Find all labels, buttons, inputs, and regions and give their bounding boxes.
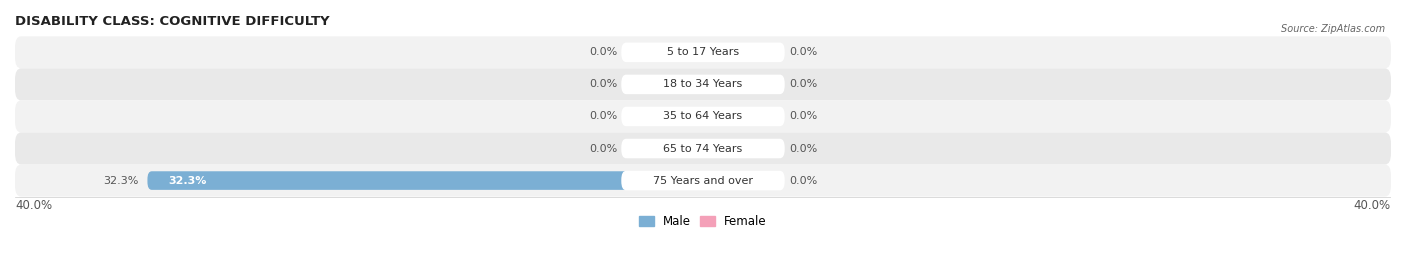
Text: 5 to 17 Years: 5 to 17 Years (666, 47, 740, 57)
Text: 0.0%: 0.0% (589, 79, 617, 89)
Text: 0.0%: 0.0% (589, 111, 617, 122)
FancyBboxPatch shape (703, 75, 780, 94)
Text: 0.0%: 0.0% (789, 79, 817, 89)
FancyBboxPatch shape (626, 139, 703, 158)
Text: Source: ZipAtlas.com: Source: ZipAtlas.com (1281, 24, 1385, 34)
Text: 75 Years and over: 75 Years and over (652, 176, 754, 186)
Text: 32.3%: 32.3% (104, 176, 139, 186)
Text: 0.0%: 0.0% (789, 176, 817, 186)
FancyBboxPatch shape (15, 100, 1391, 133)
FancyBboxPatch shape (15, 68, 1391, 100)
FancyBboxPatch shape (703, 171, 780, 190)
Text: 0.0%: 0.0% (589, 144, 617, 154)
Text: 0.0%: 0.0% (789, 47, 817, 57)
FancyBboxPatch shape (621, 43, 785, 62)
Text: 32.3%: 32.3% (169, 176, 207, 186)
Text: 0.0%: 0.0% (789, 111, 817, 122)
FancyBboxPatch shape (621, 107, 785, 126)
Text: 0.0%: 0.0% (589, 47, 617, 57)
Text: 35 to 64 Years: 35 to 64 Years (664, 111, 742, 122)
FancyBboxPatch shape (15, 133, 1391, 165)
Text: 40.0%: 40.0% (15, 199, 52, 212)
Text: 40.0%: 40.0% (1354, 199, 1391, 212)
Text: 0.0%: 0.0% (789, 144, 817, 154)
FancyBboxPatch shape (626, 107, 703, 126)
FancyBboxPatch shape (148, 171, 703, 190)
FancyBboxPatch shape (703, 107, 780, 126)
FancyBboxPatch shape (703, 43, 780, 62)
Text: 65 to 74 Years: 65 to 74 Years (664, 144, 742, 154)
Text: 18 to 34 Years: 18 to 34 Years (664, 79, 742, 89)
FancyBboxPatch shape (621, 139, 785, 158)
FancyBboxPatch shape (15, 165, 1391, 197)
FancyBboxPatch shape (626, 75, 703, 94)
FancyBboxPatch shape (626, 43, 703, 62)
Text: DISABILITY CLASS: COGNITIVE DIFFICULTY: DISABILITY CLASS: COGNITIVE DIFFICULTY (15, 15, 329, 28)
FancyBboxPatch shape (621, 171, 785, 190)
Legend: Male, Female: Male, Female (640, 215, 766, 228)
FancyBboxPatch shape (621, 75, 785, 94)
FancyBboxPatch shape (703, 139, 780, 158)
FancyBboxPatch shape (15, 36, 1391, 68)
